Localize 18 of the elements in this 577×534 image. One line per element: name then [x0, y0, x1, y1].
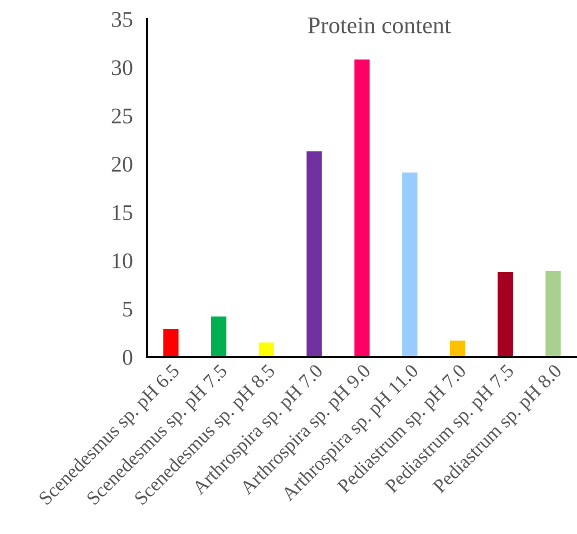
y-tick-label: 10: [112, 253, 132, 268]
y-tick-label: 20: [112, 156, 132, 172]
y-tick-label: 15: [112, 205, 132, 220]
bar: [354, 60, 370, 357]
bar: [498, 272, 513, 357]
y-tick-label: 35: [112, 12, 132, 27]
bar: [545, 271, 561, 357]
chart-title: Protein content: [308, 17, 451, 34]
bar: [211, 316, 226, 357]
y-tick-label: 30: [112, 60, 132, 76]
bar: [450, 340, 466, 357]
y-tick-label: 25: [112, 108, 132, 124]
y-tick-label: 0: [122, 350, 132, 365]
y-tick-label: 5: [123, 302, 132, 317]
bar: [402, 172, 418, 357]
bar: [258, 342, 274, 357]
bar: [306, 151, 322, 357]
bar: [163, 328, 179, 357]
